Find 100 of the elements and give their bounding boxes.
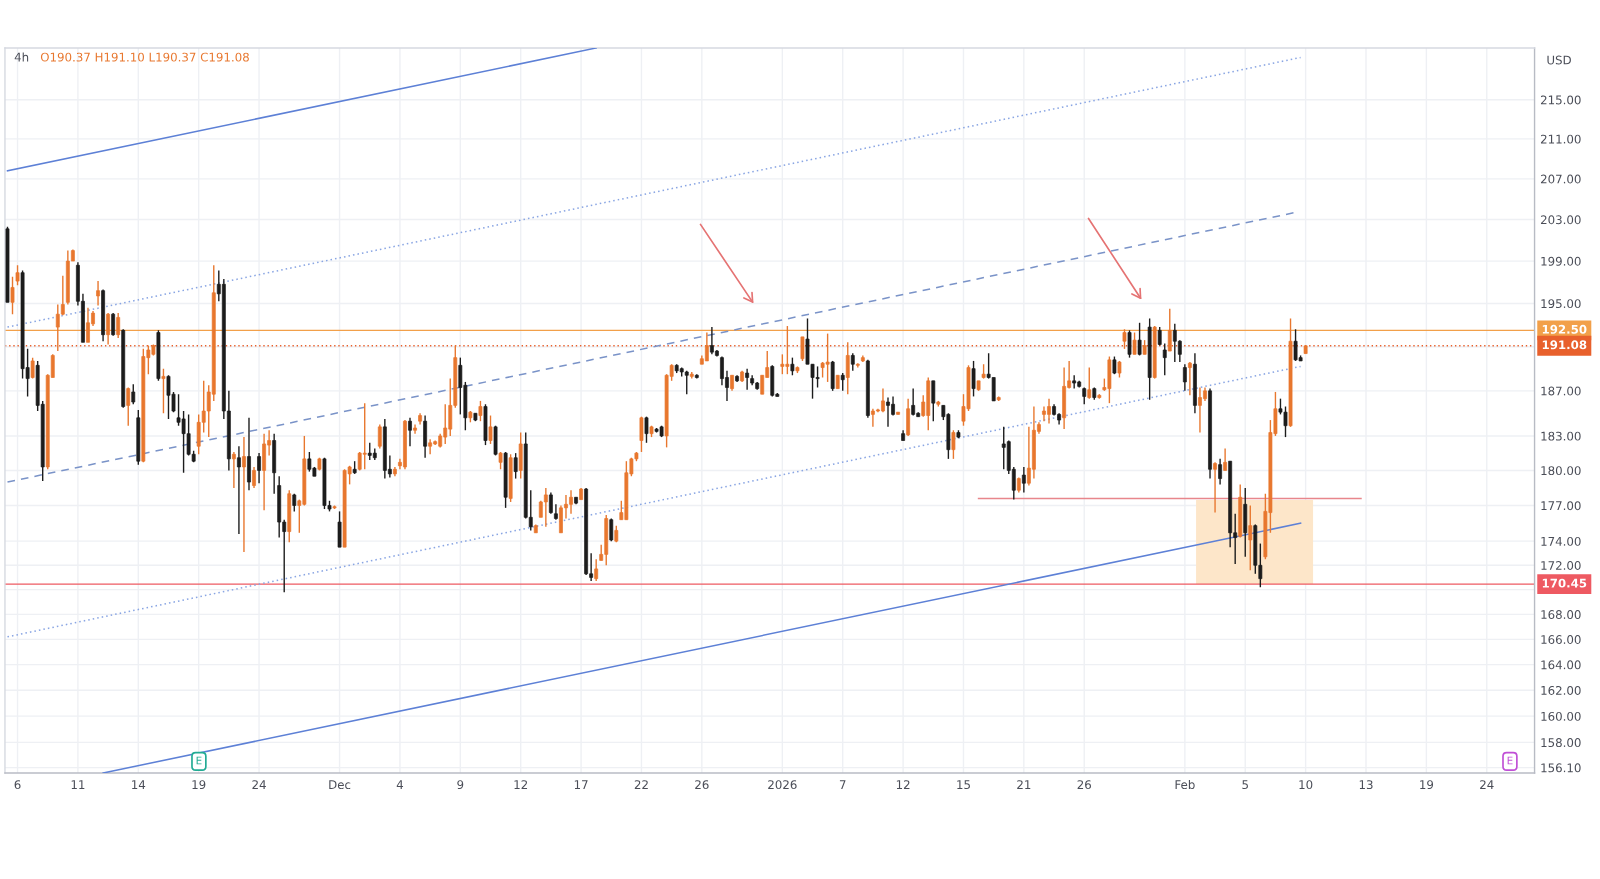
- candlestick: [644, 415, 649, 444]
- x-tick-label: 22: [634, 780, 648, 789]
- x-tick-label: 2026: [768, 780, 797, 790]
- candlestick: [252, 466, 256, 489]
- candlestick: [1087, 366, 1092, 400]
- x-tick-label: 10: [1299, 780, 1313, 790]
- x-tick-label: 11: [71, 780, 85, 789]
- candlestick: [1182, 363, 1187, 392]
- candlestick: [971, 360, 976, 398]
- candlestick: [161, 367, 166, 414]
- candlestick: [106, 312, 111, 346]
- x-tick-label: 12: [514, 780, 528, 789]
- x-tick-label: 5: [1242, 780, 1248, 790]
- x-tick-label: Feb: [1175, 779, 1195, 790]
- candlestick: [704, 331, 709, 362]
- x-tick-label: 7: [839, 780, 846, 789]
- candlestick: [1213, 461, 1217, 514]
- candlestick: [111, 312, 116, 337]
- candlestick: [1132, 331, 1137, 356]
- y-tick-label: 183.00: [1541, 431, 1581, 441]
- candlestick: [513, 452, 518, 480]
- candlestick: [1218, 458, 1222, 486]
- candlestick: [800, 336, 805, 362]
- candlestick: [1162, 342, 1167, 376]
- candlestick: [377, 423, 382, 450]
- annotation: E: [1507, 756, 1513, 765]
- ref-line-label: 191.08: [1542, 340, 1587, 350]
- y-tick-label: 162.00: [1541, 685, 1581, 695]
- y-tick-label: 207.00: [1540, 174, 1581, 184]
- y-tick-label: 166.00: [1541, 635, 1581, 645]
- candlestick: [30, 356, 35, 380]
- x-tick-label: 26: [695, 780, 709, 790]
- candlestick: [1248, 504, 1253, 571]
- candlestick: [1072, 374, 1077, 390]
- x-tick-label: 21: [1017, 780, 1031, 789]
- x-tick-label: 24: [1480, 780, 1494, 789]
- candlestick: [242, 436, 246, 553]
- candlestick: [1187, 361, 1192, 397]
- candlestick: [548, 491, 553, 515]
- candlestick: [488, 414, 493, 445]
- y-tick-label: 168.00: [1541, 610, 1581, 620]
- x-tick-label: 24: [252, 780, 266, 789]
- x-tick-label: 17: [574, 780, 588, 789]
- y-tick-label: 172.00: [1541, 561, 1581, 570]
- candlestick: [745, 367, 750, 391]
- y-tick-label: 215.00: [1540, 95, 1581, 105]
- y-tick-label: 187.00: [1541, 386, 1581, 396]
- candlestick: [911, 387, 916, 417]
- x-tick-label: 4: [396, 780, 404, 789]
- candlestick: [543, 487, 548, 528]
- y-tick-label: 199.00: [1541, 256, 1581, 266]
- x-tick-label: 19: [192, 780, 206, 790]
- y-tick-label: 164.00: [1541, 660, 1581, 670]
- candlestick: [1137, 322, 1142, 357]
- y-tick-label: 211.00: [1540, 134, 1581, 144]
- y-tick-label: 177.00: [1541, 501, 1581, 511]
- x-tick-label: Dec: [329, 780, 351, 790]
- candlestick: [116, 312, 121, 339]
- x-tick-label: 9: [457, 780, 464, 790]
- candlestick: [237, 445, 241, 535]
- candlestick: [1122, 328, 1127, 350]
- candlestick: [554, 503, 558, 521]
- x-tick-label: 14: [132, 780, 146, 789]
- y-tick-label: 158.00: [1541, 738, 1581, 748]
- candlestick: [845, 341, 850, 395]
- chart-title: 4h: [14, 52, 29, 62]
- candlestick: [131, 383, 136, 405]
- annotation: E: [196, 756, 202, 765]
- y-tick-label: 160.00: [1541, 711, 1581, 721]
- candlestick: [855, 362, 860, 369]
- y-tick-label: 180.00: [1541, 466, 1581, 476]
- candlestick: [10, 276, 15, 315]
- candlestick: [594, 558, 599, 582]
- x-tick-label: 19: [1420, 780, 1434, 790]
- candlestick: [639, 415, 644, 453]
- chart-subtitle: O190.37 H191.10 L190.37 C191.08: [40, 52, 249, 62]
- candlestick: [1157, 326, 1162, 347]
- y-tick-label: 203.00: [1540, 215, 1581, 225]
- candlestick: [257, 452, 261, 484]
- candlestick: [1223, 447, 1228, 472]
- x-tick-label: 12: [896, 780, 910, 789]
- x-tick-label: 13: [1359, 780, 1373, 790]
- x-tick-label: 15: [957, 780, 970, 790]
- candlestick: [15, 264, 20, 287]
- candlestick: [96, 280, 100, 307]
- y-axis-title: USD: [1547, 55, 1571, 65]
- candlestick: [1021, 466, 1026, 494]
- candlestick: [1127, 329, 1132, 359]
- y-tick-label: 156.10: [1541, 763, 1581, 773]
- candlestick: [931, 380, 936, 422]
- y-tick-label: 174.00: [1541, 536, 1581, 546]
- candlestick: [1167, 308, 1172, 352]
- candlestick: [428, 438, 433, 455]
- ref-line-label: 192.50: [1542, 324, 1587, 334]
- x-tick-label: 6: [14, 780, 21, 790]
- candlestick: [408, 417, 412, 447]
- y-tick-label: 195.00: [1541, 299, 1581, 309]
- candlestick: [951, 429, 956, 460]
- candlestick: [478, 400, 483, 422]
- candlestick: [126, 386, 131, 427]
